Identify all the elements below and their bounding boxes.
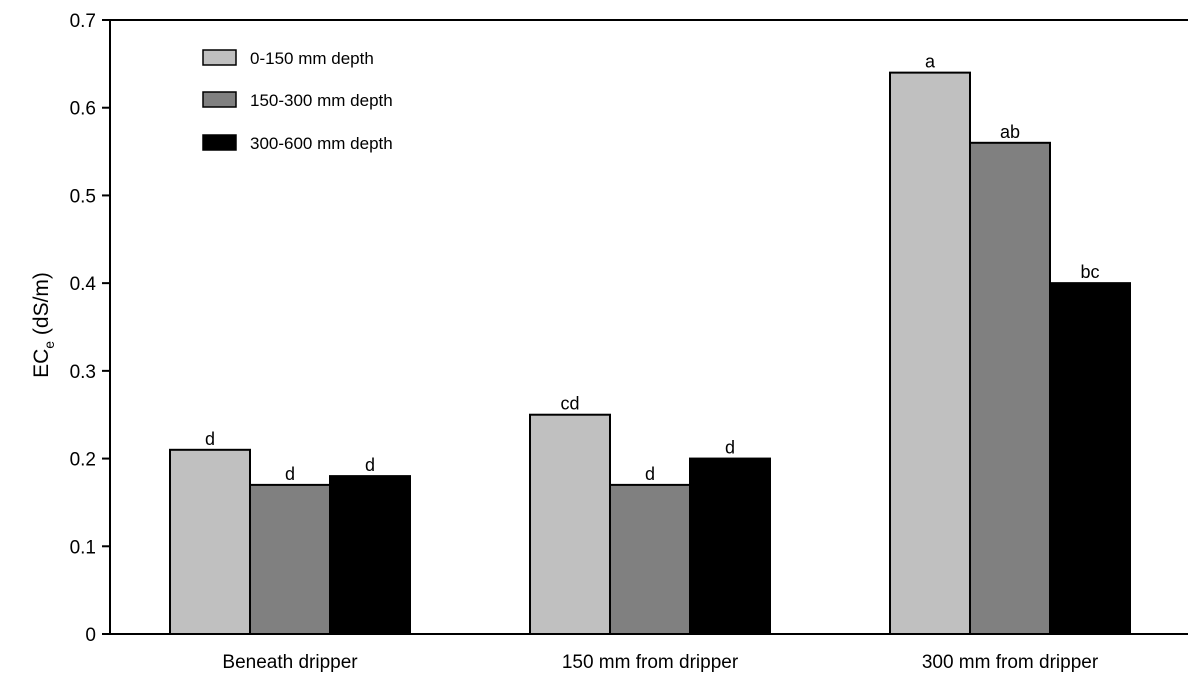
bar-label-2-3: ab: [1000, 122, 1020, 142]
bar-3-3: [1049, 282, 1131, 635]
y-axis-title-unit: (dS/m): [30, 272, 53, 341]
y-tick-label: 0.4: [70, 274, 97, 295]
legend-swatch-2: [202, 91, 237, 108]
bar-1-3: [889, 71, 971, 635]
legend: 0-150 mm depth 150-300 mm depth 300-600 mm…: [202, 49, 393, 153]
bar-label-1-3: a: [925, 52, 936, 72]
axes: 0 0.1 0.2 0.3 0.4 0.5 0.6 0.7 Beneath dripper 150…: [70, 11, 1188, 673]
bar-label-1-2: cd: [560, 394, 579, 414]
bar-label-1-1: d: [205, 429, 215, 449]
bar-2-1: [249, 483, 331, 635]
bar-3-2: [689, 457, 771, 636]
y-tick-label: 0.2: [70, 450, 96, 471]
bar-1-2: [529, 413, 611, 636]
bar-label-3-2: d: [725, 438, 735, 458]
legend-swatch-3: [202, 134, 237, 151]
y-tick-label: 0.1: [70, 537, 96, 558]
x-category-label: Beneath dripper: [222, 652, 358, 673]
bar-label-3-1: d: [365, 455, 375, 475]
bar-2-2: [609, 483, 691, 635]
y-axis-title-subscript: e: [41, 341, 57, 349]
legend-label-3: 300-600 mm depth: [250, 134, 393, 153]
bar-3-1: [329, 475, 411, 635]
bar-label-2-2: d: [645, 464, 655, 484]
legend-label-2: 150-300 mm depth: [250, 91, 393, 110]
bar-1-1: [169, 448, 251, 635]
x-category-label: 300 mm from dripper: [922, 652, 1099, 673]
bar-group: [169, 71, 1131, 636]
bar-label-2-1: d: [285, 464, 295, 484]
bar-2-3: [969, 141, 1051, 636]
y-tick-label: 0.5: [70, 186, 96, 207]
legend-swatch-1: [202, 49, 237, 66]
y-axis-title-main: EC: [30, 349, 53, 378]
y-axis-title: ECe (dS/m): [30, 272, 57, 378]
y-tick-label: 0.3: [70, 362, 96, 383]
bar-labels: d cd a d d ab d d bc: [205, 52, 1100, 484]
y-tick-label: 0.6: [70, 99, 96, 120]
y-tick-label: 0.7: [70, 11, 96, 32]
bar-label-3-3: bc: [1080, 262, 1099, 282]
y-tick-label: 0: [85, 625, 96, 646]
x-category-label: 150 mm from dripper: [562, 652, 739, 673]
legend-label-1: 0-150 mm depth: [250, 49, 374, 68]
